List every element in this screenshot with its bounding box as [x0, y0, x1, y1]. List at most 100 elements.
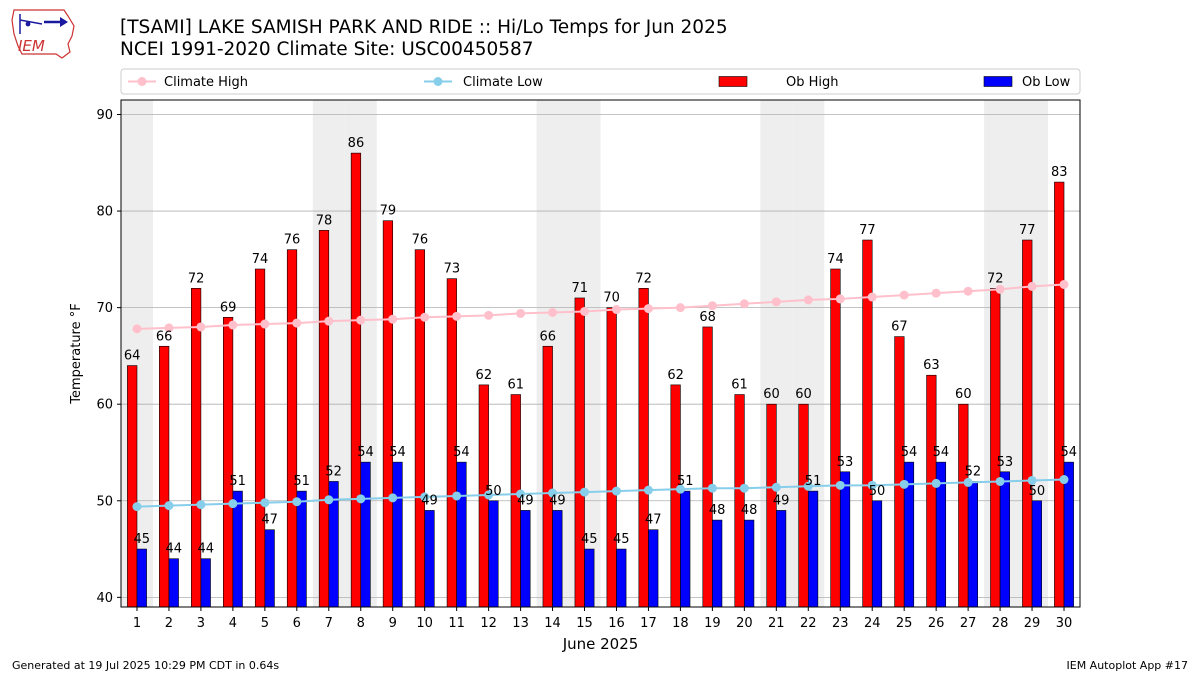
ob-high-bar: [1022, 239, 1033, 608]
ob-low-label: 50: [485, 484, 502, 499]
ob-low-label: 51: [805, 474, 822, 489]
ob-high-bar: [798, 403, 809, 608]
climate-high-point: [1027, 281, 1037, 291]
x-tick-label: 8: [357, 616, 365, 631]
ob-high-label: 61: [731, 378, 748, 393]
climate-lines: [132, 279, 1069, 512]
climate-low-point: [580, 487, 590, 497]
ob-low-label: 48: [709, 503, 726, 518]
climate-high-point: [675, 303, 685, 313]
legend-ob-low-label: Ob Low: [1022, 75, 1071, 90]
ob-low-bar: [584, 548, 595, 608]
ob-high-label: 77: [859, 223, 876, 238]
ob-high-label: 86: [348, 136, 365, 151]
climate-low-point: [292, 497, 302, 507]
climate-low-point: [260, 498, 270, 508]
climate-low-point: [643, 485, 653, 495]
ob-low-bar: [744, 519, 755, 608]
ob-low-label: 53: [837, 455, 854, 470]
climate-high-point: [420, 312, 430, 322]
climate-high-point: [196, 322, 206, 332]
x-tick-label: 10: [416, 616, 433, 631]
ob-high-bar: [382, 220, 394, 608]
ob-high-bar: [830, 268, 841, 608]
climate-high-point: [548, 307, 558, 317]
climate-low-point: [420, 492, 430, 502]
ob-low-bar: [200, 558, 211, 608]
ob-high-label: 74: [252, 252, 269, 267]
x-axis-label: June 2025: [562, 635, 639, 653]
ob-low-label: 54: [453, 445, 470, 460]
y-tick-label: 40: [96, 591, 113, 606]
x-tick-label: 26: [928, 616, 945, 631]
x-tick-label: 2: [165, 616, 173, 631]
ob-low-bar: [264, 529, 275, 608]
ob-low-bar: [360, 461, 371, 608]
legend-ob-high-label: Ob High: [786, 75, 839, 90]
ob-low-bar: [168, 558, 179, 608]
ob-high-label: 79: [380, 204, 397, 219]
ob-high-bar: [990, 288, 1001, 608]
ob-high-label: 74: [827, 252, 844, 267]
legend-swatch: [983, 76, 1013, 87]
x-tick-label: 4: [229, 616, 237, 631]
climate-high-point: [228, 320, 238, 330]
climate-low-point: [132, 502, 142, 512]
ob-low-label: 44: [165, 542, 182, 557]
legend-swatch: [718, 76, 748, 87]
climate-high-point: [292, 318, 302, 328]
ob-low-label: 53: [997, 455, 1014, 470]
climate-low-point: [835, 480, 845, 490]
climate-high-point: [739, 299, 749, 309]
climate-high-point: [132, 324, 142, 334]
ob-high-label: 60: [795, 387, 812, 402]
x-tick-label: 13: [512, 616, 529, 631]
x-tick-label: 23: [832, 616, 849, 631]
ob-high-label: 70: [603, 291, 620, 306]
ob-high-bar: [958, 403, 969, 608]
climate-low-line: [136, 478, 1065, 508]
climate-low-point: [452, 491, 462, 501]
legend-climate-low-label: Climate Low: [463, 75, 543, 90]
climate-high-point: [931, 288, 941, 298]
legend-marker: [137, 77, 147, 86]
ob-low-bar: [456, 461, 467, 608]
ob-low-bar: [839, 471, 851, 608]
climate-high-point: [260, 319, 270, 329]
climate-high-point: [803, 295, 813, 305]
climate-low-point: [196, 500, 206, 510]
ob-high-bar: [1054, 181, 1065, 608]
climate-high-point: [995, 284, 1005, 294]
ob-low-label: 54: [901, 445, 918, 460]
generated-timestamp: Generated at 19 Jul 2025 10:29 PM CDT in…: [12, 659, 280, 672]
x-tick-label: 17: [640, 616, 657, 631]
climate-low-point: [516, 489, 526, 499]
ob-high-bar: [286, 249, 298, 608]
ob-high-label: 83: [1051, 165, 1068, 180]
ob-low-label: 54: [357, 445, 374, 460]
ob-high-label: 66: [539, 329, 556, 344]
climate-high-point: [388, 314, 398, 324]
legend: Climate High Climate Low Ob High Ob Low: [120, 68, 1081, 95]
ob-high-bar: [414, 249, 425, 608]
ob-low-bar: [871, 500, 883, 608]
climate-high-point: [963, 286, 973, 296]
x-tick-label: 24: [864, 616, 881, 631]
ob-high-label: 72: [987, 271, 1004, 286]
y-tick-label: 70: [96, 301, 113, 316]
climate-low-point: [484, 490, 494, 500]
ob-high-label: 61: [508, 378, 525, 393]
ob-low-bar: [616, 548, 627, 608]
x-tick-label: 18: [672, 616, 689, 631]
climate-high-point: [643, 304, 653, 314]
x-tick-label: 12: [480, 616, 497, 631]
ob-low-bar: [232, 490, 243, 608]
climate-low-point: [611, 486, 621, 496]
climate-low-point: [356, 494, 366, 504]
x-tick-label: 29: [1024, 616, 1041, 631]
ob-low-label: 51: [229, 474, 246, 489]
ob-high-label: 69: [220, 300, 237, 315]
ob-high-bar: [318, 230, 330, 608]
climate-high-point: [164, 323, 174, 333]
